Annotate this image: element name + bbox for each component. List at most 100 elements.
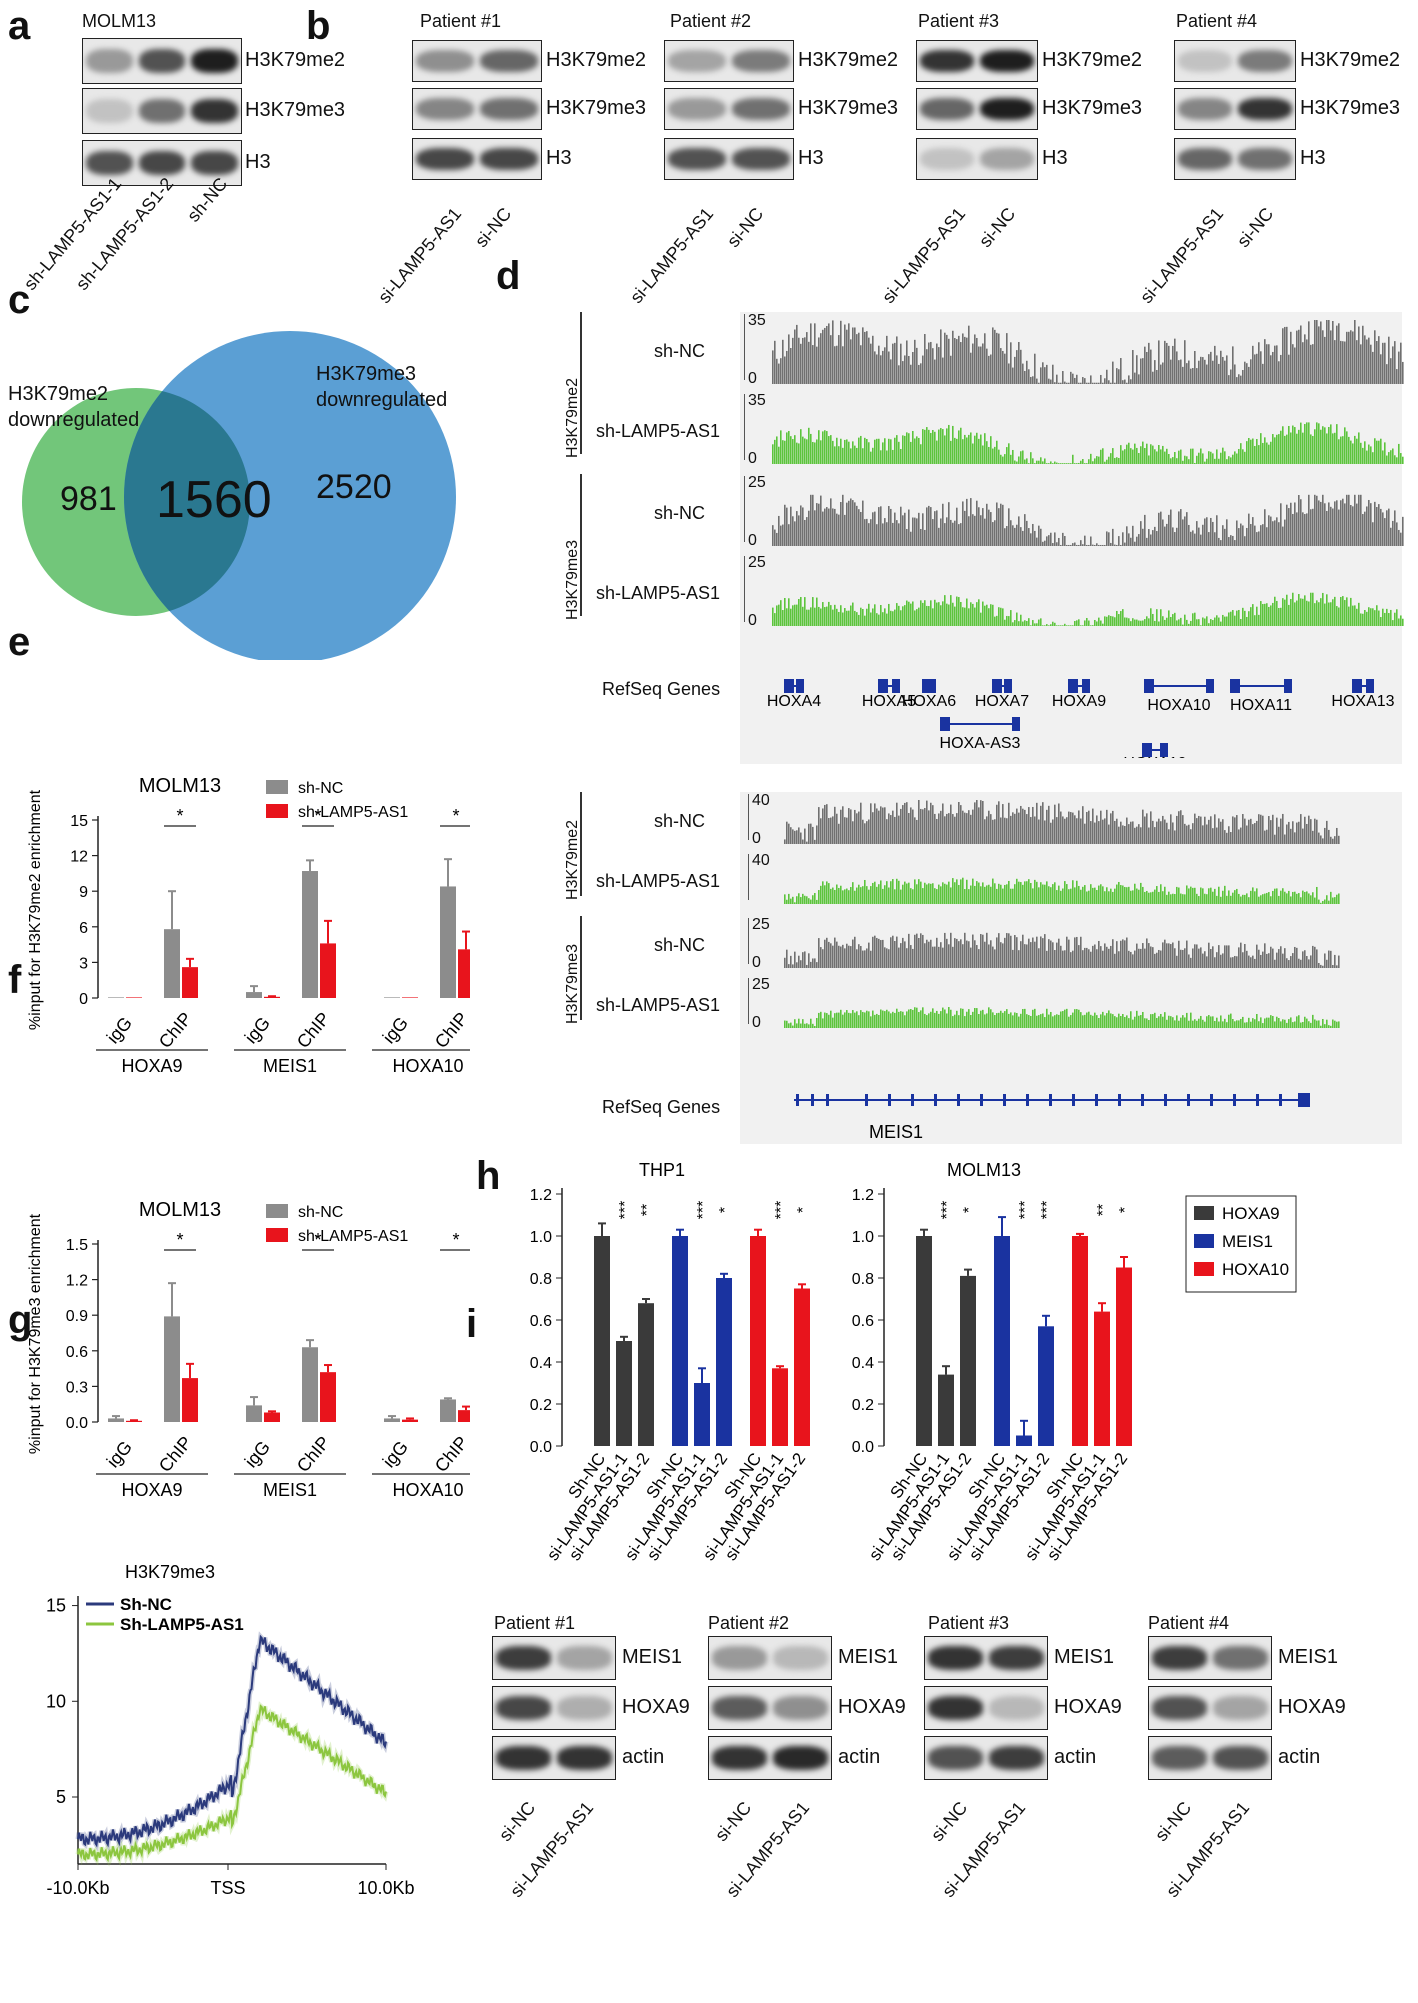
- a-row-label: H3K79me2: [245, 49, 346, 71]
- g-ytick: 10: [46, 1691, 66, 1711]
- b-band: [1178, 97, 1232, 121]
- e-bar: [264, 996, 280, 998]
- d-gene-exon: [1068, 679, 1078, 693]
- d-gene-name: HOXA13: [1331, 693, 1394, 710]
- d-track-axis: [748, 918, 749, 964]
- d-track-axis: [744, 476, 745, 542]
- d-gene-exon: [1004, 679, 1012, 693]
- h-bar: [694, 1383, 710, 1446]
- h-legend-label: HOXA9: [1222, 1204, 1280, 1223]
- h-legend-swatch: [1194, 1206, 1214, 1220]
- b-row-label: H3: [546, 147, 572, 169]
- d-track-max: 25: [752, 916, 770, 933]
- h-bar: [1072, 1236, 1088, 1446]
- f-gene-label: HOXA9: [121, 1480, 182, 1500]
- a-band: [86, 98, 133, 124]
- b-blot-h3k79me2: [916, 40, 1038, 82]
- i-row-label: actin: [838, 1746, 881, 1768]
- b-blot-h3: [1174, 138, 1296, 180]
- panel-label-e: e: [8, 620, 31, 664]
- f-cond-label: igG: [379, 1437, 412, 1471]
- i-patient-title: Patient #3: [928, 1613, 1010, 1633]
- d-refseq-label: RefSeq Genes: [602, 679, 721, 699]
- i-blot-actin: [1148, 1736, 1272, 1780]
- h-bar: [794, 1288, 810, 1446]
- d-gene-name: HOXA4: [767, 693, 821, 710]
- panel-label-i: i: [466, 1302, 478, 1346]
- d-gene-name: HOXA-AS3: [940, 735, 1021, 752]
- d-gene-exon: [1230, 679, 1240, 693]
- f-title: MOLM13: [139, 1199, 221, 1221]
- b-band: [1238, 97, 1292, 121]
- i-band: [1152, 1746, 1207, 1770]
- f-ytick: 1.2: [66, 1273, 88, 1290]
- d-track-axis: [748, 978, 749, 1024]
- h-legend-label: MEIS1: [1222, 1232, 1273, 1251]
- d-meis1-exon: [1072, 1094, 1075, 1106]
- venn-left-title-1: H3K79me2: [8, 383, 109, 405]
- g-xtick: -10.0Kb: [46, 1878, 109, 1896]
- d-track-max: 25: [748, 554, 766, 571]
- a-band: [86, 150, 133, 176]
- g-legend-label: Sh-LAMP5-AS1: [120, 1615, 244, 1634]
- d-track-zero: 0: [748, 370, 757, 387]
- d-gene-exon: [892, 679, 900, 693]
- d-gene-exon: [1142, 743, 1152, 757]
- d-track-max: 35: [748, 392, 766, 409]
- b-band: [980, 49, 1034, 73]
- h-ytick: 0.0: [852, 1439, 874, 1456]
- f-sig: *: [176, 1230, 183, 1250]
- d-track-max: 25: [748, 474, 766, 491]
- h-ytick: 1.2: [852, 1187, 874, 1204]
- d-gene-name: HOXA9: [1052, 693, 1106, 710]
- i-blot-actin: [708, 1736, 832, 1780]
- e-cond-label: igG: [103, 1013, 136, 1047]
- f-bar: [246, 1405, 262, 1422]
- e-bar: [108, 997, 124, 998]
- e-cond-label: ChIP: [293, 1008, 334, 1052]
- b-band: [668, 97, 726, 121]
- i-row-label: MEIS1: [1054, 1646, 1115, 1668]
- f-ytick: 0.6: [66, 1344, 88, 1361]
- e-legend-label: sh-LAMP5-AS1: [298, 804, 408, 821]
- h-chart-title: MOLM13: [947, 1160, 1021, 1180]
- d-track-zero: 0: [748, 532, 757, 549]
- b-band: [1178, 147, 1232, 171]
- h-bar: [750, 1236, 766, 1446]
- e-ytick: 0: [79, 991, 88, 1008]
- i-band: [1152, 1646, 1207, 1670]
- a-blot-h3k79me2: [82, 38, 242, 84]
- h-ytick: 1.2: [530, 1187, 552, 1204]
- venn-overlap: [124, 388, 250, 616]
- h-sig: ***: [695, 1201, 712, 1220]
- b-band: [920, 147, 974, 171]
- d-track-axis: [744, 556, 745, 622]
- b-band: [732, 147, 790, 171]
- b-band: [668, 147, 726, 171]
- venn-right-title-1: H3K79me3: [316, 363, 417, 385]
- b-blot-h3k79me3: [916, 88, 1038, 130]
- a-band: [138, 98, 186, 124]
- i-patient-title: Patient #2: [708, 1613, 790, 1633]
- h-bar: [994, 1236, 1010, 1446]
- i-band: [712, 1746, 767, 1770]
- f-bar: [458, 1410, 470, 1422]
- e-gene-label: MEIS1: [263, 1056, 317, 1076]
- e-legend-label: sh-NC: [298, 780, 343, 797]
- venn-right-title-2: downregulated: [316, 389, 448, 411]
- b-row-label: H3K79me2: [798, 49, 899, 71]
- a-row-label: H3: [245, 151, 271, 173]
- a-band: [138, 150, 186, 176]
- d-gene-exon: [784, 679, 794, 693]
- d-track-name: sh-LAMP5-AS1: [596, 583, 721, 603]
- f-cond-label: ChIP: [431, 1432, 470, 1476]
- e-bar: [384, 997, 400, 998]
- i-blot-hoxa9: [924, 1686, 1048, 1730]
- e-bar: [320, 943, 336, 998]
- i-blot-hoxa9: [708, 1686, 832, 1730]
- d-meis1-exon: [1164, 1094, 1167, 1106]
- b-row-label: H3K79me2: [1300, 49, 1401, 71]
- d-meis1-exon: [957, 1094, 960, 1106]
- a-band: [86, 48, 133, 74]
- d-track-zero: 0: [752, 954, 761, 971]
